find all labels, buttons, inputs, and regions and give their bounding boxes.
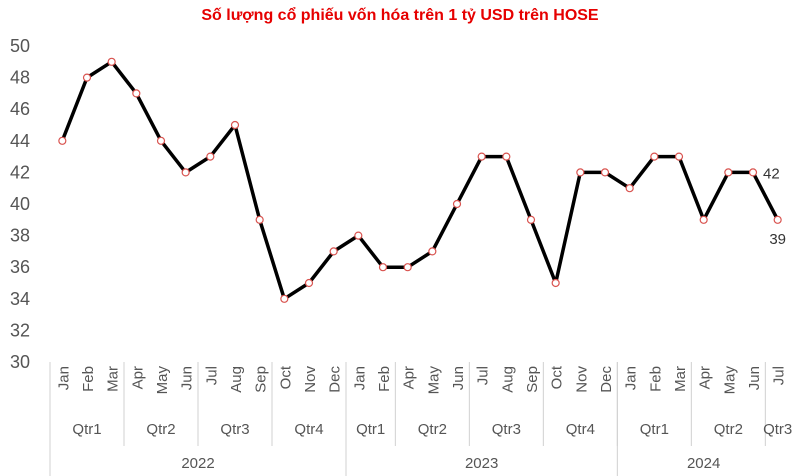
y-tick-label: 44 [10,131,30,151]
y-tick-label: 42 [10,162,30,182]
quarter-label: Qtr1 [640,421,669,438]
x-tick-label: Jan [623,366,640,390]
data-point [156,136,166,145]
x-tick-label: Sep [253,366,270,393]
quarter-label: Qtr4 [294,421,323,438]
data-point [378,263,388,272]
data-point [452,199,462,209]
data-point [699,215,708,224]
data-point [674,152,684,161]
data-point [329,247,338,256]
y-tick-label: 48 [10,68,30,88]
x-tick-label: Feb [80,366,97,392]
data-label: 39 [769,231,786,248]
x-tick-label: Jul [475,366,492,385]
data-point [403,263,412,272]
data-point [181,168,190,177]
data-point [526,215,536,224]
data-point [650,152,659,161]
x-tick-label: Aug [499,366,516,393]
data-point [748,168,758,177]
data-point [576,168,585,177]
y-tick-label: 32 [10,320,30,340]
quarter-label: Qtr1 [72,421,101,438]
quarter-label: Qtr3 [220,421,249,438]
quarter-label: Qtr3 [763,421,792,438]
data-point [625,184,634,193]
x-tick-label: Jul [203,366,220,385]
x-tick-label: Mar [105,366,122,392]
x-tick-label: Apr [129,366,146,389]
quarter-label: Qtr3 [492,421,521,438]
data-point [773,215,782,224]
x-tick-label: Oct [549,365,566,389]
data-label: 42 [763,165,780,182]
x-tick-label: Jun [746,366,763,390]
data-point [206,152,215,161]
x-tick-label: May [154,366,171,395]
x-tick-label: Jan [55,366,72,390]
x-tick-label: Feb [647,366,664,392]
x-tick-label: May [425,366,442,395]
x-tick-label: May [721,366,738,395]
data-point [600,168,610,177]
y-tick-label: 38 [10,226,30,246]
quarter-label: Qtr2 [714,421,743,438]
quarter-label: Qtr1 [356,421,385,438]
data-point [304,278,314,288]
y-tick-label: 34 [10,289,30,309]
year-label: 2024 [687,455,720,472]
year-label: 2022 [181,455,214,472]
y-tick-label: 46 [10,99,30,119]
data-point [132,89,141,98]
x-tick-label: Aug [228,366,245,393]
x-tick-label: Dec [327,366,344,393]
data-point [255,215,264,224]
x-tick-label: Nov [302,366,319,393]
x-tick-label: Dec [598,366,615,393]
data-point [107,57,116,66]
data-point [354,231,363,240]
quarter-label: Qtr2 [146,421,175,438]
x-tick-label: Apr [697,366,714,389]
x-tick-label: Jan [351,366,368,390]
x-tick-label: Apr [401,366,418,389]
series-line [60,60,780,301]
data-point [551,278,560,288]
data-point [428,247,437,256]
x-tick-label: Nov [573,366,590,393]
y-tick-label: 50 [10,36,30,56]
data-point [724,168,733,177]
x-tick-label: Jul [771,366,788,385]
x-tick-label: Mar [672,366,689,392]
quarter-label: Qtr4 [566,421,595,438]
data-point [230,120,240,130]
x-tick-label: Feb [376,366,393,392]
data-point [477,152,486,161]
x-tick-label: Sep [524,366,541,393]
data-point [82,73,92,82]
x-tick-label: Oct [277,365,294,389]
x-tick-label: Jun [179,366,196,390]
data-point [502,152,511,161]
quarter-label: Qtr2 [418,421,447,438]
data-point [280,294,289,303]
year-label: 2023 [465,455,498,472]
data-point [58,136,67,145]
y-tick-label: 40 [10,194,30,214]
x-tick-label: Jun [450,366,467,390]
y-tick-label: 30 [10,352,30,372]
y-tick-label: 36 [10,257,30,277]
chart-title: Số lượng cổ phiếu vốn hóa trên 1 tỷ USD … [201,7,599,24]
